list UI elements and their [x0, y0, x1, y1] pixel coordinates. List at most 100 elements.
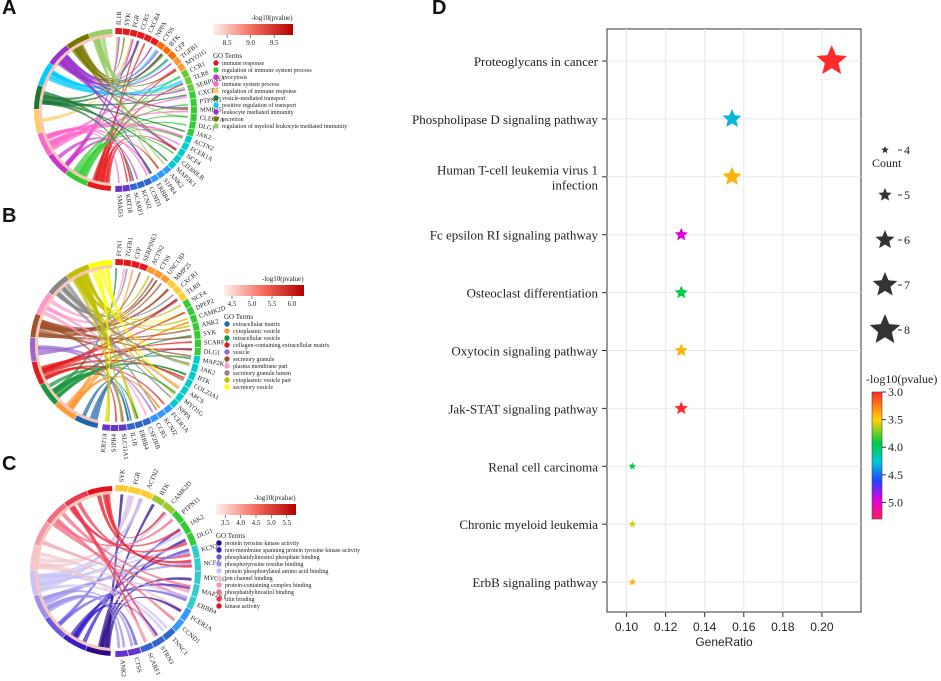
gene-arc [186, 83, 195, 92]
gene-label: ERBB4 [196, 602, 218, 616]
gene-arc [151, 635, 166, 648]
gene-arc [177, 148, 186, 158]
scale-tick-label: 5.5 [282, 519, 291, 527]
gene-arc [162, 165, 172, 175]
gene-label: TGFB1 [125, 237, 135, 258]
gene-arc [115, 28, 123, 35]
legend-label: kinase activity [225, 604, 260, 610]
gene-arc [150, 174, 160, 183]
chord-diagram-c: SYK FGR ACTN2BTKCAMK2DPTPN11JAK2DLG1KCNJ2N… [30, 468, 227, 677]
pvalue-tick-label: 4.5 [888, 468, 903, 482]
term-arc [49, 45, 70, 66]
count-legend-star [869, 314, 901, 343]
term-arc [48, 275, 69, 296]
pvalue-legend-title: -log10(pvalue) [866, 372, 937, 386]
go-legend-c: -log10(pvalue)3.5 4.0 4.5 5.0 5.5GO Termspro… [216, 494, 360, 610]
gene-arc [163, 404, 173, 414]
gene-label: ANK2 [119, 659, 127, 677]
gene-arc [160, 274, 171, 284]
chord-ribbon [65, 138, 152, 174]
x-tick-label: 0.10 [615, 620, 639, 634]
chord-ribbon [70, 376, 161, 410]
gene-arc [126, 422, 136, 431]
gene-arc [142, 417, 152, 426]
chord-ribbon [54, 518, 174, 547]
gene-arc [115, 650, 129, 657]
term-score-arc [65, 631, 88, 646]
gene-arc [194, 571, 201, 585]
legend-swatch [216, 589, 222, 595]
gene-arc [143, 33, 153, 43]
gene-arc [194, 339, 201, 348]
term-score-arc [36, 360, 48, 383]
chord-ribbon [38, 541, 188, 587]
x-axis-label: GeneRatio [695, 635, 753, 649]
x-tick-label: 0.12 [654, 620, 678, 634]
chord-ribbon [77, 501, 191, 559]
legend-label: titin binding [225, 597, 255, 603]
gene-arc [140, 489, 154, 500]
gene-arc [171, 510, 185, 524]
gene-arc [194, 557, 201, 571]
term-arc [54, 401, 77, 420]
legend-label: plasma membrane part [233, 364, 288, 370]
term-arc [33, 594, 49, 619]
term-arc [31, 361, 45, 385]
gene-label: BTK [196, 375, 211, 386]
gene-arc [123, 259, 132, 267]
chord-ribbon [64, 46, 153, 82]
term-score-arc [40, 295, 55, 317]
scale-tick-label: 6.0 [288, 300, 297, 308]
term-score-arc [58, 399, 79, 416]
term-arc [33, 109, 43, 134]
chord-ribbon [56, 279, 158, 317]
gene-label: SCARF1 [204, 339, 228, 347]
gene-arc [129, 29, 138, 37]
data-star [674, 401, 688, 415]
chord-ribbon [38, 574, 188, 600]
panel-label-a: A [2, 0, 17, 19]
chord-ribbon [46, 306, 181, 388]
gene-label: IL1B [116, 11, 124, 26]
data-star [816, 45, 847, 74]
chord-ribbon [74, 605, 138, 646]
gene-label: SYK [124, 12, 133, 26]
gene-label: FCER1A [189, 615, 214, 634]
chord-ribbon [38, 329, 184, 381]
chord-ribbon [38, 328, 191, 340]
scale-tick-label: 9.0 [246, 39, 255, 47]
count-legend-star [875, 230, 895, 249]
term-arc [37, 132, 53, 156]
chord-ribbon [42, 561, 192, 602]
gene-arc [162, 501, 176, 515]
term-arc [87, 486, 113, 496]
gene-arc [186, 532, 197, 546]
legend-label: collagen-containing extracellular matrix [233, 343, 329, 349]
chord-ribbon [76, 135, 175, 174]
gene-arc [194, 347, 201, 356]
count-legend-star [878, 188, 892, 201]
gene-arc [172, 56, 182, 66]
term-arc [88, 29, 113, 39]
chord-ribbon [96, 38, 188, 119]
pvalue-tick-label: 3.5 [888, 413, 903, 427]
gene-arc [186, 128, 195, 137]
gene-arc [127, 647, 142, 656]
chord-ribbon [96, 269, 110, 422]
chord-ribbon [40, 320, 192, 358]
scale-title: -log10(pvalue) [262, 275, 304, 283]
gene-label: CFP [134, 246, 144, 259]
legend-swatch [213, 109, 219, 115]
legend-swatch [216, 575, 222, 581]
chord-ribbon [57, 291, 172, 399]
go-legend-b: -log10(pvalue) 4.5 5.0 5.5 6.0 GO Termsextrac… [224, 275, 329, 391]
gene-arc [162, 627, 176, 641]
gene-arc [191, 544, 200, 559]
gene-arc [186, 306, 196, 316]
legend-swatch [213, 123, 219, 129]
gene-label: CCR5 [139, 13, 151, 31]
gene-arc [179, 385, 190, 396]
scale-tick-label: 4.0 [236, 519, 245, 527]
chord-ribbon [97, 145, 129, 183]
